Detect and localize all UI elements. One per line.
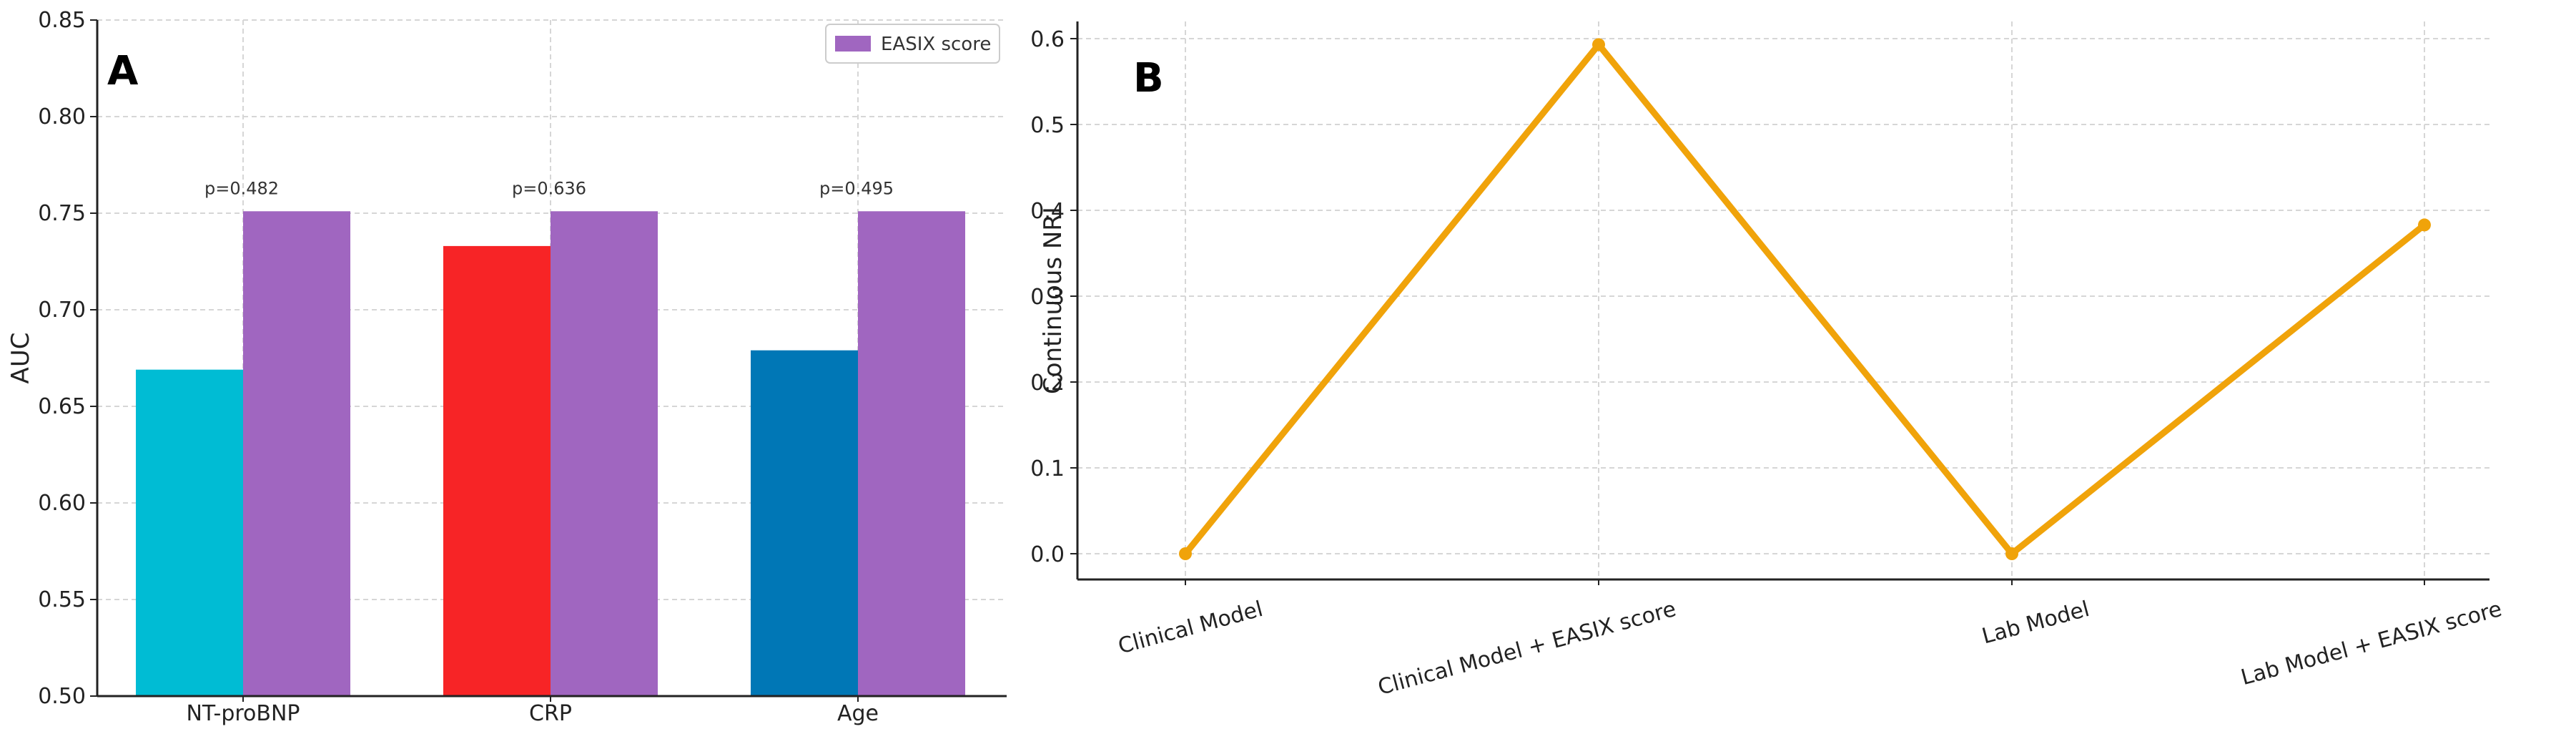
panel-b-x-tick-label: Lab Model + EASIX score: [2239, 597, 2505, 690]
nri-point: [2418, 218, 2431, 232]
p-value-label: p=0.636: [512, 178, 586, 198]
bar-comparator-age: [751, 350, 858, 696]
legend-label-easix: EASIX score: [881, 34, 991, 55]
panel-a-x-tick-label: NT-proBNP: [186, 701, 300, 726]
panel-a-x-tick-label: CRP: [529, 701, 572, 726]
legend-frame: [825, 24, 1000, 64]
panel-b-y-tick-label: 0.6: [1030, 27, 1065, 52]
panel-a-p-values: p=0.482 p=0.636 p=0.495: [204, 178, 894, 198]
panel-a-y-axis-title: AUC: [6, 333, 35, 384]
panel-a-y-tick-label: 0.60: [38, 491, 86, 516]
bar-easix-age: [858, 211, 965, 696]
panel-b-letter: B: [1133, 55, 1164, 102]
panel-b: 0.0 0.1 0.2 0.3 0.4 0.5 0.6 Clinical Model Clini…: [1030, 21, 2505, 700]
panel-b-y-tick-label: 0.3: [1030, 285, 1065, 310]
panel-b-x-tick-label: Clinical Model: [1115, 597, 1265, 660]
panel-b-y-tick-label: 0.5: [1030, 113, 1065, 138]
panel-a-letter: A: [107, 48, 139, 94]
panel-b-series: [1179, 38, 2431, 560]
panel-b-y-tick-label: 0.2: [1030, 371, 1065, 396]
panel-b-y-axis-title: Continuous NRI: [1039, 207, 1067, 394]
panel-a-y-tick-label: 0.75: [38, 201, 86, 226]
panel-a: 0.50 0.55 0.60 0.65 0.70 0.75 0.80 0.85 NT-proBN…: [6, 8, 1007, 726]
panel-a-tick-labels: 0.50 0.55 0.60 0.65 0.70 0.75 0.80 0.85 NT-proBN…: [38, 8, 879, 726]
panel-a-y-tick-label: 0.50: [38, 684, 86, 709]
panel-a-y-tick-label: 0.65: [38, 394, 86, 419]
panel-b-y-tick-label: 0.1: [1030, 456, 1065, 481]
panel-a-x-tick-label: Age: [837, 701, 879, 726]
p-value-label: p=0.482: [204, 178, 279, 198]
panel-a-bars: [136, 211, 965, 696]
panel-b-axes: [1070, 21, 2489, 585]
panel-b-x-tick-label: Lab Model: [1980, 597, 2093, 650]
bar-easix-crp: [551, 211, 658, 696]
nri-point: [2005, 547, 2018, 560]
panel-b-y-tick-label: 0.0: [1030, 542, 1065, 567]
panel-a-y-tick-label: 0.80: [38, 104, 86, 129]
panel-a-legend: EASIX score: [825, 24, 1000, 64]
nri-point: [1179, 547, 1192, 560]
panel-b-y-tick-label: 0.4: [1030, 199, 1065, 224]
panel-a-y-tick-label: 0.55: [38, 587, 86, 612]
panel-b-tick-labels: 0.0 0.1 0.2 0.3 0.4 0.5 0.6 Clinical Model Clini…: [1030, 27, 2505, 700]
p-value-label: p=0.495: [819, 178, 894, 198]
bar-comparator-crp: [443, 245, 551, 696]
legend-swatch-easix: [835, 36, 871, 52]
bar-comparator-nt-probnp: [136, 369, 243, 696]
panel-b-gridlines: [1077, 21, 2489, 579]
panel-a-axes: [90, 19, 1007, 702]
panel-a-y-tick-label: 0.70: [38, 298, 86, 323]
nri-point: [1592, 38, 1605, 52]
bar-easix-nt-probnp: [243, 211, 350, 696]
panel-a-y-tick-label: 0.85: [38, 8, 86, 33]
panel-b-x-tick-label: Clinical Model + EASIX score: [1376, 597, 1679, 700]
nri-line: [1183, 39, 2427, 559]
